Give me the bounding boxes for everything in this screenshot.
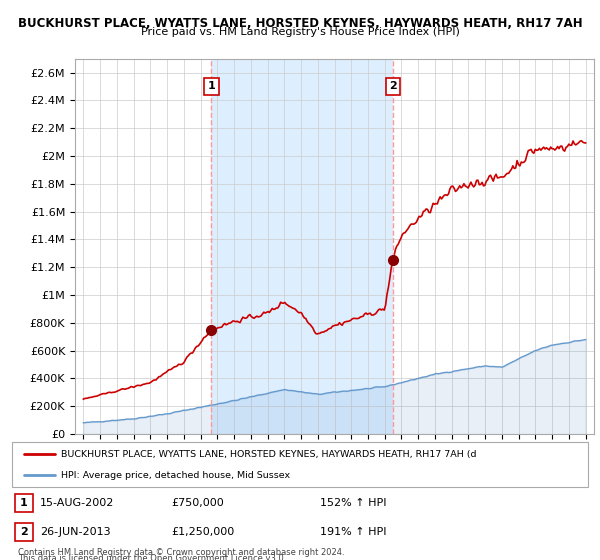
Text: £750,000: £750,000: [171, 498, 224, 508]
Text: Price paid vs. HM Land Registry's House Price Index (HPI): Price paid vs. HM Land Registry's House …: [140, 27, 460, 37]
Text: HPI: Average price, detached house, Mid Sussex: HPI: Average price, detached house, Mid …: [61, 470, 290, 479]
FancyBboxPatch shape: [15, 494, 33, 512]
Text: BUCKHURST PLACE, WYATTS LANE, HORSTED KEYNES, HAYWARDS HEATH, RH17 7AH (d: BUCKHURST PLACE, WYATTS LANE, HORSTED KE…: [61, 450, 476, 459]
Text: 191% ↑ HPI: 191% ↑ HPI: [320, 527, 386, 537]
Text: 26-JUN-2013: 26-JUN-2013: [40, 527, 110, 537]
Text: 2: 2: [389, 81, 397, 91]
Bar: [211, 59, 393, 434]
Text: 1: 1: [20, 498, 28, 508]
Text: 2: 2: [20, 527, 28, 537]
Text: 152% ↑ HPI: 152% ↑ HPI: [320, 498, 386, 508]
Text: This data is licensed under the Open Government Licence v3.0.: This data is licensed under the Open Gov…: [18, 554, 286, 560]
Text: 15-AUG-2002: 15-AUG-2002: [40, 498, 114, 508]
Text: BUCKHURST PLACE, WYATTS LANE, HORSTED KEYNES, HAYWARDS HEATH, RH17 7AH: BUCKHURST PLACE, WYATTS LANE, HORSTED KE…: [17, 17, 583, 30]
Text: £1,250,000: £1,250,000: [171, 527, 234, 537]
Text: Contains HM Land Registry data © Crown copyright and database right 2024.: Contains HM Land Registry data © Crown c…: [18, 548, 344, 557]
Text: 1: 1: [208, 81, 215, 91]
FancyBboxPatch shape: [15, 523, 33, 540]
